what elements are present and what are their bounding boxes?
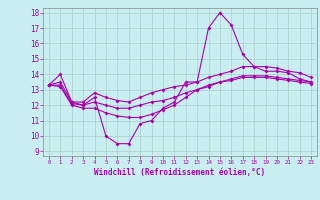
X-axis label: Windchill (Refroidissement éolien,°C): Windchill (Refroidissement éolien,°C) — [94, 168, 266, 177]
